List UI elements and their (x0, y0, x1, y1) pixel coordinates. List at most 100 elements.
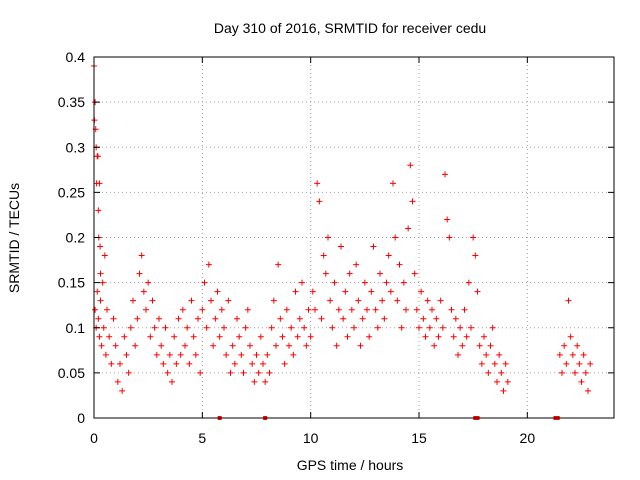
data-point (383, 279, 390, 286)
data-point (448, 306, 455, 313)
data-point (335, 306, 342, 313)
data-point (192, 351, 199, 358)
data-point (500, 387, 507, 394)
data-point (184, 324, 191, 331)
data-point (468, 324, 474, 331)
data-point (442, 171, 448, 178)
data-point (325, 234, 331, 241)
data-point (426, 324, 433, 331)
y-tick-label: 0.35 (58, 94, 85, 110)
data-point (127, 324, 134, 331)
data-point (357, 342, 364, 349)
data-point (364, 306, 370, 313)
data-point (322, 270, 329, 277)
data-point (316, 198, 323, 205)
data-point (340, 315, 347, 322)
data-point (318, 315, 325, 322)
x-tick-label: 0 (90, 430, 98, 446)
data-point (303, 342, 310, 349)
data-point (149, 297, 156, 304)
data-point (92, 306, 99, 313)
data-point (212, 315, 219, 322)
data-point (348, 306, 355, 313)
data-point (372, 306, 379, 313)
data-point (353, 261, 360, 268)
data-point (140, 288, 147, 295)
data-point (320, 252, 327, 259)
data-point (312, 306, 318, 313)
data-point (487, 342, 494, 349)
data-point (255, 369, 262, 376)
data-point (273, 342, 279, 349)
y-tick-label: 0 (77, 410, 85, 426)
data-point (101, 252, 108, 259)
data-point (344, 333, 351, 340)
data-point (333, 342, 340, 349)
data-point (173, 360, 180, 367)
data-point (290, 351, 297, 358)
data-point (461, 306, 468, 313)
data-point (223, 351, 230, 358)
data-point (474, 288, 481, 295)
data-point (288, 324, 295, 331)
data-point (299, 279, 305, 286)
grid-lines (94, 57, 614, 418)
data-point (108, 360, 115, 367)
data-point (151, 324, 158, 331)
data-point (182, 342, 188, 349)
data-point (199, 306, 206, 313)
data-point (387, 288, 394, 295)
data-point (283, 306, 290, 313)
data-point (218, 306, 225, 313)
data-point (279, 333, 286, 340)
data-point (446, 234, 453, 241)
data-point (95, 315, 102, 322)
chart-title: Day 310 of 2016, SRMTID for receiver ced… (214, 20, 486, 36)
data-point (405, 225, 412, 232)
data-point (238, 351, 245, 358)
data-point (470, 234, 477, 241)
data-point (244, 306, 251, 313)
data-point (147, 333, 154, 340)
data-point (366, 333, 373, 340)
data-point (112, 342, 119, 349)
data-point (270, 297, 277, 304)
data-point (433, 315, 440, 322)
data-point (411, 270, 418, 277)
data-point (314, 180, 321, 187)
data-point (277, 315, 284, 322)
data-point (355, 297, 362, 304)
data-point (422, 333, 429, 340)
x-tick-label: 15 (411, 430, 427, 446)
data-point (97, 270, 104, 277)
data-point (221, 324, 227, 331)
x-axis-label: GPS time / hours (297, 457, 404, 473)
data-point (561, 342, 568, 349)
data-point (119, 387, 126, 394)
data-point (130, 297, 136, 304)
data-point (262, 378, 269, 385)
data-point (379, 297, 386, 304)
data-point (381, 315, 388, 322)
data-point (572, 369, 578, 376)
data-point (123, 351, 130, 358)
data-point (407, 162, 414, 169)
data-point (208, 297, 214, 304)
data-point (392, 234, 399, 241)
data-point (494, 378, 500, 385)
data-point (504, 378, 511, 385)
data-point (452, 315, 459, 322)
data-point (485, 369, 492, 376)
data-point (435, 333, 442, 340)
data-point (275, 261, 282, 268)
y-tick-label: 0.2 (66, 230, 86, 246)
data-point (96, 180, 103, 187)
data-point (203, 324, 210, 331)
data-point (359, 315, 366, 322)
data-point (201, 279, 208, 286)
data-point (97, 297, 104, 304)
data-point (104, 306, 110, 313)
data-point (496, 351, 503, 358)
data-point (574, 342, 581, 349)
